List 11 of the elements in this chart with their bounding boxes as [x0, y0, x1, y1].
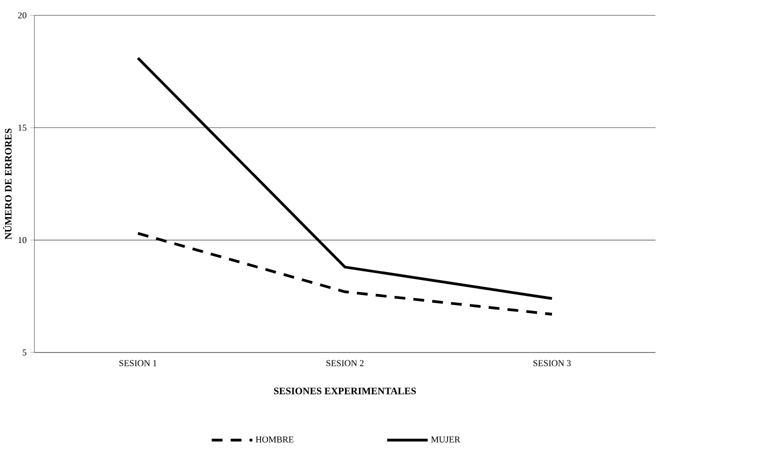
- y-tick-label: 15: [18, 124, 26, 131]
- x-tick-label: SESION 3: [533, 360, 571, 366]
- y-tick-label: 20: [18, 12, 26, 19]
- x-axis-title: SESIONES EXPERIMENTALES: [274, 388, 416, 395]
- x-tick-label: SESION 2: [326, 360, 364, 366]
- y-tick-label: 5: [22, 350, 26, 356]
- x-tick-label: SESION 1: [119, 360, 156, 366]
- legend-label: HOMBRE: [256, 436, 294, 443]
- y-tick-label: 10: [18, 237, 26, 244]
- y-axis-title: NÚMERO DE ERRORES: [3, 128, 12, 240]
- legend-label: MUJER: [431, 436, 460, 443]
